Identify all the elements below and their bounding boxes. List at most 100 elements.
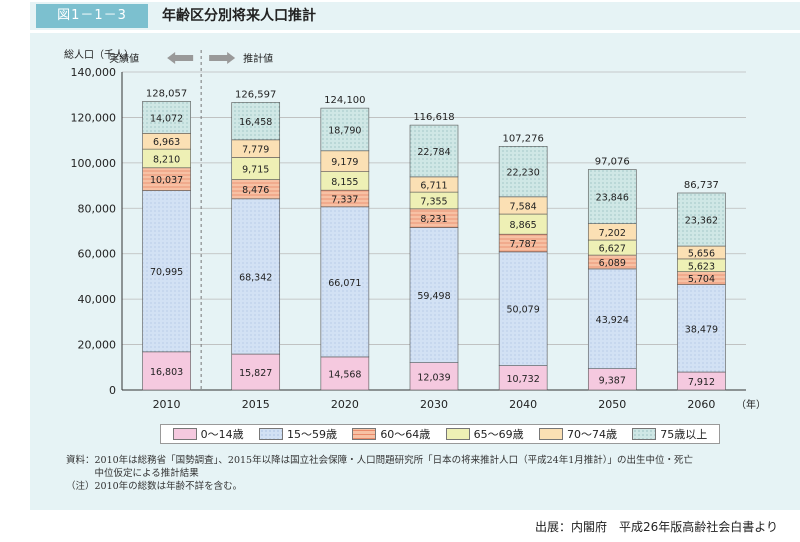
y-tick-label: 20,000 <box>78 339 117 352</box>
actual-label: 実績値 <box>109 52 139 65</box>
bar-segment-label: 12,039 <box>417 372 450 383</box>
bar-segment-label: 8,476 <box>242 185 269 196</box>
bar-segment-label: 10,732 <box>507 374 540 385</box>
bar-segment-label: 23,846 <box>596 193 629 204</box>
bar-segment-label: 7,584 <box>510 201 537 212</box>
bar-segment-label: 14,568 <box>328 369 361 380</box>
bar-segment <box>587 169 637 224</box>
legend-item: 15～59歳 <box>258 426 337 442</box>
y-tick-label: 40,000 <box>78 293 117 306</box>
note-source: 資料：2010年は総務省「国勢調査」、2015年以降は国立社会保障・人口問題研究… <box>66 455 693 466</box>
legend-label: 70～74歳 <box>566 428 617 441</box>
figure-header <box>30 2 800 33</box>
right-arrow-icon <box>209 52 236 64</box>
bar-segment-label: 8,210 <box>153 154 180 165</box>
bar-segment-label: 43,924 <box>596 315 629 326</box>
bar-segment-label: 66,071 <box>328 278 361 289</box>
figure-number: 図1－1－3 <box>36 4 148 28</box>
bar-segment-label: 7,787 <box>510 239 537 250</box>
bar-total-label: 97,076 <box>595 157 630 168</box>
legend-item: 75歳以上 <box>632 426 707 442</box>
bar-total-label: 124,100 <box>324 95 365 106</box>
bar-segment <box>677 192 726 247</box>
legend-swatch <box>352 428 377 440</box>
bar-segment-label: 14,072 <box>150 113 183 124</box>
bar-segment-label: 9,179 <box>331 157 358 168</box>
bar-segment <box>320 356 370 391</box>
bar-total-label: 128,057 <box>146 88 187 99</box>
figure-title: 年齢区分別将来人口推計 <box>162 8 316 24</box>
bar-segment-label: 8,155 <box>331 177 358 188</box>
legend-swatch <box>445 428 470 440</box>
legend-label: 65～69歳 <box>473 428 524 441</box>
bar-segment-label: 6,963 <box>153 137 180 148</box>
bar-segment-label: 7,355 <box>420 196 447 207</box>
x-tick-label: 2010 <box>153 398 181 411</box>
bar-segment <box>320 206 370 358</box>
bar-segment-label: 6,711 <box>420 180 447 191</box>
chart-legend: 0～14歳 15～59歳 60～64歳 65～69歳 70～74歳 75歳以上 <box>160 424 720 444</box>
y-tick-label: 0 <box>109 384 116 397</box>
bar-segment <box>231 198 281 355</box>
y-tick-label: 120,000 <box>71 111 117 124</box>
bar-segment <box>409 362 459 391</box>
bar-total-label: 126,597 <box>235 89 276 100</box>
bar-segment <box>409 227 459 363</box>
bar-segment <box>142 101 191 134</box>
legend-item: 60～64歳 <box>352 426 430 442</box>
bar-segment <box>320 107 370 152</box>
bar-segment-label: 6,627 <box>599 244 626 255</box>
legend-item: 65～69歳 <box>445 426 524 442</box>
x-tick-label: 2030 <box>420 398 448 411</box>
y-tick-label: 100,000 <box>71 157 117 170</box>
legend-swatch <box>632 428 657 440</box>
x-tick-label: 2015 <box>242 398 270 411</box>
bar-segment-label: 10,037 <box>150 175 183 186</box>
bar-segment-label: 8,865 <box>510 220 537 231</box>
bar-segment-label: 9,715 <box>242 165 269 176</box>
x-tick-label: 2060 <box>687 398 715 411</box>
x-tick-label: 2050 <box>598 398 626 411</box>
legend-label: 15～59歳 <box>286 428 337 441</box>
bar-segment-label: 23,362 <box>685 216 718 227</box>
bar-segment-label: 5,623 <box>688 261 715 272</box>
bar-segment-label: 15,827 <box>239 368 272 379</box>
bar-segment-label: 18,790 <box>328 125 361 136</box>
legend-swatch <box>172 428 197 440</box>
legend-label: 60～64歳 <box>380 428 431 441</box>
bar-segment-label: 5,704 <box>688 274 715 285</box>
bar-segment <box>677 284 726 373</box>
bar-segment-label: 7,202 <box>599 228 626 239</box>
legend-swatch <box>258 428 283 440</box>
bar-segment-label: 50,079 <box>507 305 540 316</box>
bar-segment-label: 68,342 <box>239 272 272 283</box>
bar-segment <box>142 351 191 391</box>
bar-segment <box>231 353 281 391</box>
bar-segment-label: 38,479 <box>685 324 718 335</box>
bar-segment-label: 59,498 <box>417 291 450 302</box>
legend-swatch <box>538 428 563 440</box>
note-remark: （注）2010年の総数は年齢不詳を含む。 <box>66 481 243 492</box>
bar-segment-label: 6,089 <box>599 258 626 269</box>
bar-total-label: 86,737 <box>684 180 719 191</box>
y-tick-label: 80,000 <box>78 202 117 215</box>
bar-segment <box>231 102 281 141</box>
bar-segment-label: 22,230 <box>507 168 540 179</box>
bar-segment-label: 16,803 <box>150 367 183 378</box>
bar-segment-label: 7,779 <box>242 145 269 156</box>
bar-total-label: 116,618 <box>413 112 454 123</box>
bar-segment <box>142 190 191 353</box>
bar-segment-label: 8,231 <box>420 214 447 225</box>
bar-segment-label: 16,458 <box>239 117 272 128</box>
legend-item: 70～74歳 <box>538 426 617 442</box>
legend-label: 75歳以上 <box>660 428 708 441</box>
bar-segment-label: 22,784 <box>417 147 450 158</box>
x-tick-label: 2040 <box>509 398 537 411</box>
legend-item: 0～14歳 <box>172 426 244 442</box>
left-arrow-icon <box>167 52 194 64</box>
x-unit-label: （年） <box>736 398 766 411</box>
bar-segment-label: 7,337 <box>331 195 358 206</box>
bar-total-label: 107,276 <box>502 133 543 144</box>
legend-label: 0～14歳 <box>200 428 244 441</box>
bar-segment <box>587 268 637 369</box>
